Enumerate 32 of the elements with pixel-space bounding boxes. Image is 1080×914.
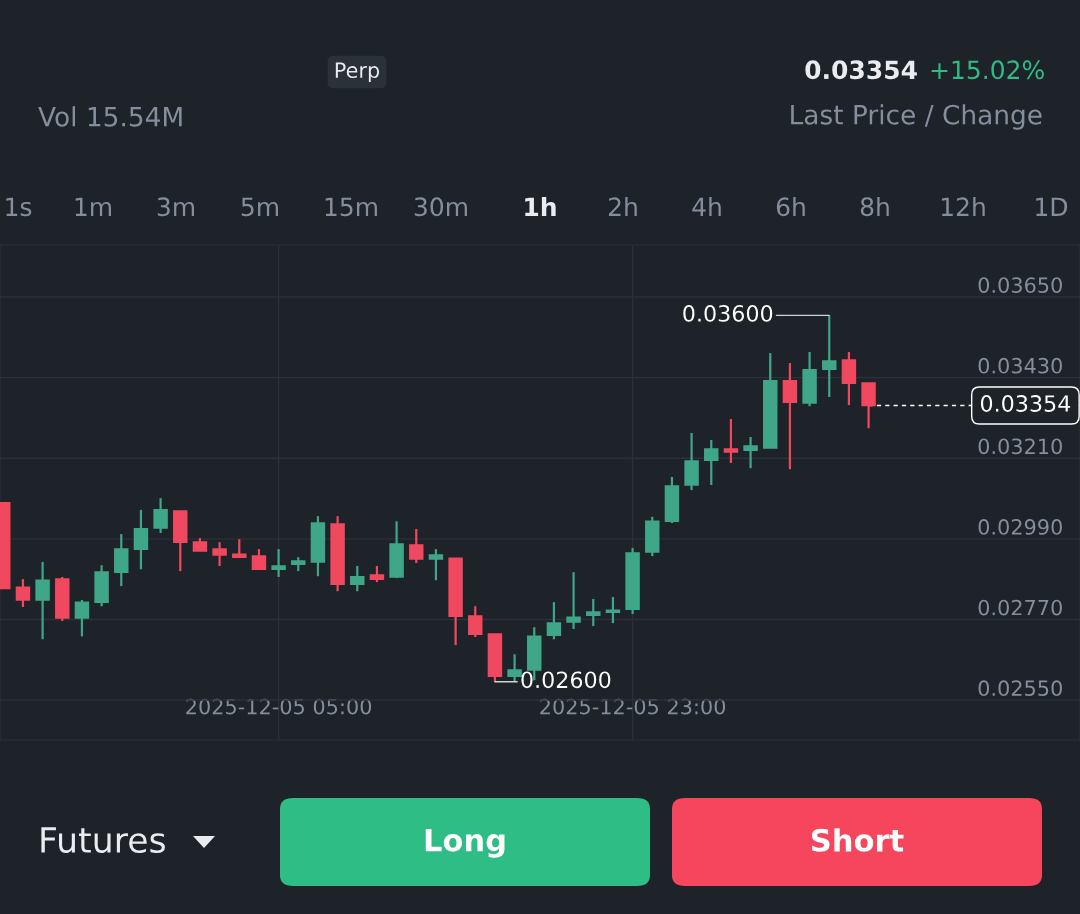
y-tick-label: 0.03210 [978, 438, 1062, 455]
text: 1s [6, 197, 32, 217]
text: Perp [335, 62, 380, 83]
y-tick-label: 0.02770 [978, 599, 1062, 616]
y-tick-label: 0.03430 [978, 357, 1062, 374]
x-tick-label: 2025-12-05 23:00 [540, 698, 726, 715]
text: Futures [41, 827, 165, 854]
text: 2h [608, 196, 637, 216]
y-tick-label: 0.03650 [978, 277, 1062, 293]
text: Short [811, 828, 904, 852]
text: 0.03354 [805, 60, 917, 80]
text: 12h [941, 196, 985, 216]
y-tick-label: 0.02550 [978, 680, 1062, 697]
text: +15.02% [931, 60, 1044, 80]
text: 4h [692, 196, 721, 216]
text: 1m [75, 197, 112, 216]
text: 15m [325, 197, 377, 217]
text: 8h [860, 196, 889, 217]
text: 5m [241, 197, 279, 217]
ref-line-label: 0.03354 [980, 395, 1071, 412]
text: 6h [776, 196, 805, 217]
annotation: 0.03600 [683, 304, 773, 322]
text: Long [425, 828, 505, 858]
text: Vol 15.54M [38, 106, 182, 127]
text: 3m [157, 197, 195, 217]
text: 1D [1036, 197, 1068, 216]
text: 30m [414, 197, 467, 217]
text: 1h [525, 196, 556, 216]
x-tick-label: 2025-12-05 05:00 [186, 698, 372, 715]
text: Last Price / Change [791, 104, 1042, 130]
y-tick-label: 0.02990 [978, 519, 1062, 535]
annotation: 0.02600 [521, 671, 611, 689]
